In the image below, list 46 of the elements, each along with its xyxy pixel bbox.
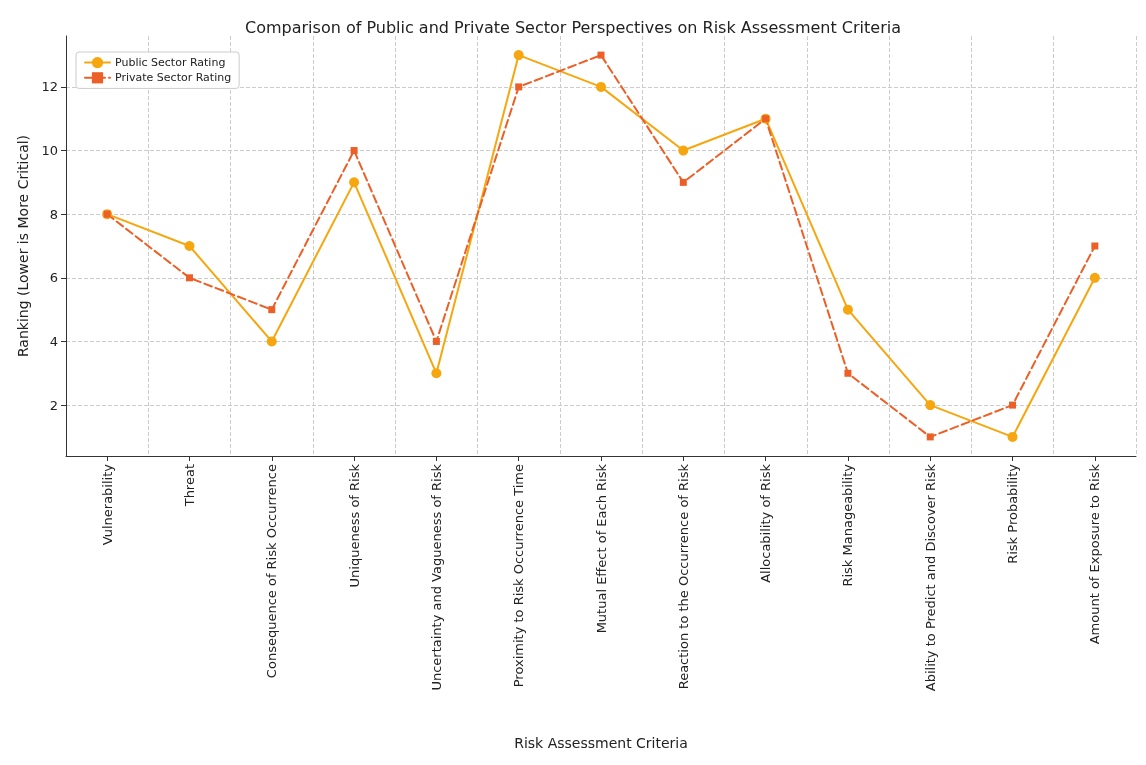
legend-label: Private Sector Rating (115, 71, 232, 85)
point (432, 337, 440, 345)
x-tick-label: Reaction to the Occurrence of Risk (675, 463, 691, 690)
point (431, 368, 442, 379)
x-axis-title: Risk Assessment Criteria (514, 735, 688, 751)
point (513, 50, 524, 61)
point (679, 178, 687, 186)
point (185, 274, 193, 282)
point (926, 433, 934, 441)
point (1009, 401, 1017, 409)
point (925, 400, 936, 411)
y-tick-label: 4 (49, 333, 58, 349)
x-tick-label: Proximity to Risk Occurrence Time (511, 464, 527, 688)
x-tick-label: Uncertainty and Vagueness of Risk (428, 463, 444, 691)
chart-title: Comparison of Public and Private Sector Perspectives on Risk Assessment Criteria (245, 17, 901, 37)
y-tick-label: 12 (41, 79, 58, 95)
point (844, 369, 852, 377)
point (842, 304, 853, 315)
y-tick-label: 2 (49, 397, 58, 413)
x-tick-label: Consequence of Risk Occurrence (264, 464, 280, 679)
point (184, 241, 195, 251)
point (515, 83, 523, 91)
point (1089, 272, 1100, 283)
x-tick-label: Ability to Predict and Discover Risk (922, 463, 938, 692)
x-tick-label: Allocability of Risk (758, 463, 774, 583)
x-tick-label: Risk Probability (1005, 463, 1021, 564)
x-tick-label: Vulnerability (99, 463, 115, 546)
x-tick-label: Risk Manageability (840, 463, 856, 587)
point (349, 177, 360, 188)
point (350, 147, 358, 155)
x-tick-label: Threat (181, 464, 197, 508)
point (596, 81, 606, 92)
y-tick-label: 10 (41, 143, 58, 159)
x-tick-label: Mutual Effect of Each Risk (593, 463, 609, 634)
point (597, 51, 605, 59)
point (268, 306, 276, 314)
x-tick-label: Uniqueness of Risk (346, 463, 362, 588)
y-tick-label: 8 (49, 206, 58, 222)
x-tick-label: Amount of Exposure to Risk (1087, 463, 1103, 645)
point (266, 336, 277, 347)
y-tick-label: 6 (49, 270, 58, 286)
point (678, 145, 689, 156)
y-axis-title: Ranking (Lower is More Critical) (15, 134, 31, 358)
point (1007, 431, 1018, 442)
legend-label: Public Sector Rating (115, 56, 226, 70)
point (1091, 242, 1099, 250)
